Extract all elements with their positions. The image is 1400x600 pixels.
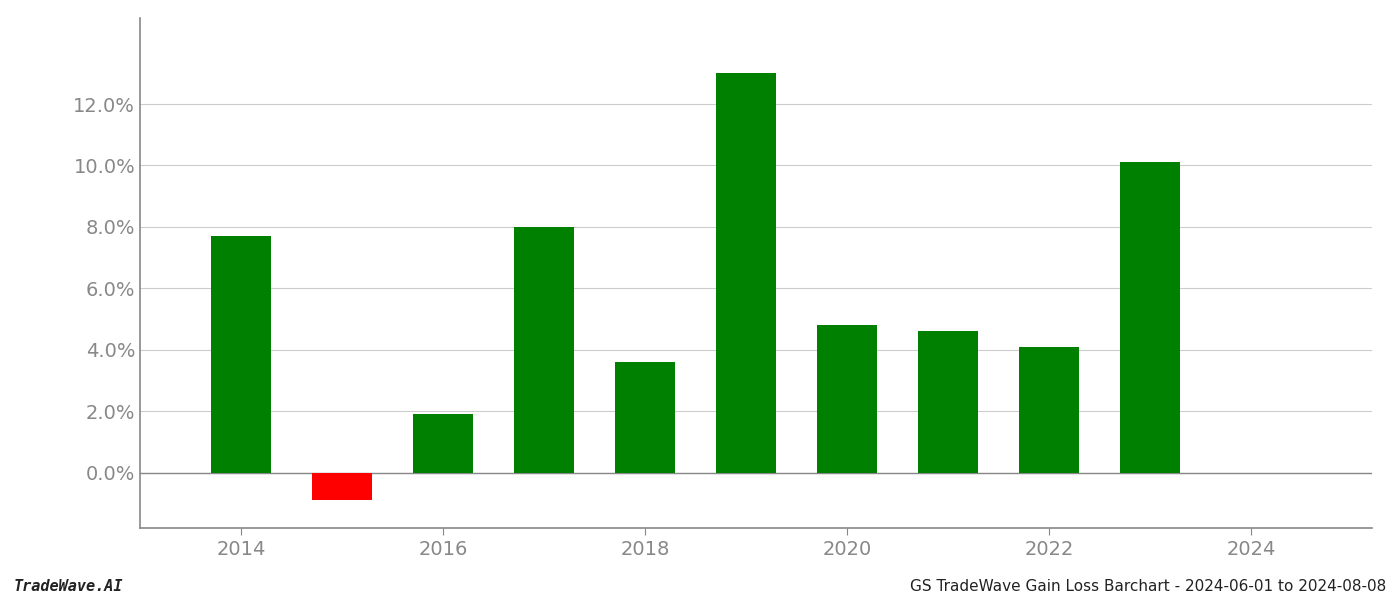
Bar xyxy=(1120,163,1180,473)
Bar xyxy=(514,227,574,473)
Bar xyxy=(615,362,675,473)
Bar xyxy=(1019,347,1079,473)
Bar xyxy=(312,473,372,500)
Bar xyxy=(917,331,979,473)
Bar xyxy=(210,236,272,473)
Text: TradeWave.AI: TradeWave.AI xyxy=(14,579,123,594)
Bar xyxy=(413,415,473,473)
Bar xyxy=(816,325,878,473)
Bar xyxy=(715,73,776,473)
Text: GS TradeWave Gain Loss Barchart - 2024-06-01 to 2024-08-08: GS TradeWave Gain Loss Barchart - 2024-0… xyxy=(910,579,1386,594)
